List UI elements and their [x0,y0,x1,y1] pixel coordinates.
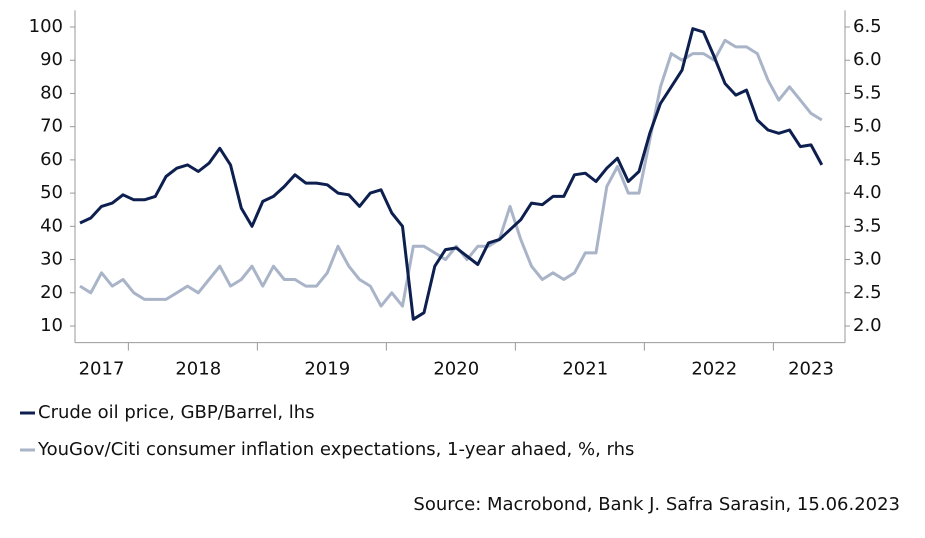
legend-label: YouGov/Citi consumer inflation expectati… [37,439,634,460]
y2-tick-label: 3.0 [853,249,882,270]
x-tick-label: 2022 [691,359,737,380]
y-tick-label: 100 [29,16,63,37]
y-tick-label: 80 [40,82,63,103]
y2-tick-label: 2.5 [853,282,882,303]
series-line [79,27,824,321]
x-tick-label: 2019 [304,359,350,380]
y-tick-label: 50 [40,182,63,203]
y2-tick-label: 5.0 [853,116,882,137]
y2-tick-label: 6.5 [853,16,882,37]
y-tick-label: 40 [40,215,63,236]
y-tick-label: 10 [40,315,63,336]
y-tick-label: 70 [40,116,63,137]
y2-tick-label: 5.5 [853,82,882,103]
y2-tick-label: 4.0 [853,182,882,203]
x-tick-label: 2017 [79,359,125,380]
y2-tick-label: 6.0 [853,49,882,70]
x-tick-label: 2020 [433,359,479,380]
y-tick-label: 30 [40,249,63,270]
y-tick-label: 20 [40,282,63,303]
y2-tick-label: 3.5 [853,215,882,236]
x-tick-label: 2023 [788,359,834,380]
y-tick-label: 90 [40,49,63,70]
y-tick-label: 60 [40,149,63,170]
y2-tick-label: 2.0 [853,315,882,336]
legend-label: Crude oil price, GBP/Barrel, lhs [38,402,315,423]
source: Source: Macrobond, Bank J. Safra Sarasin… [413,494,900,515]
y2-tick-label: 4.5 [853,149,882,170]
series-line [79,38,823,308]
x-tick-label: 2021 [562,359,608,380]
x-tick-label: 2018 [175,359,221,380]
